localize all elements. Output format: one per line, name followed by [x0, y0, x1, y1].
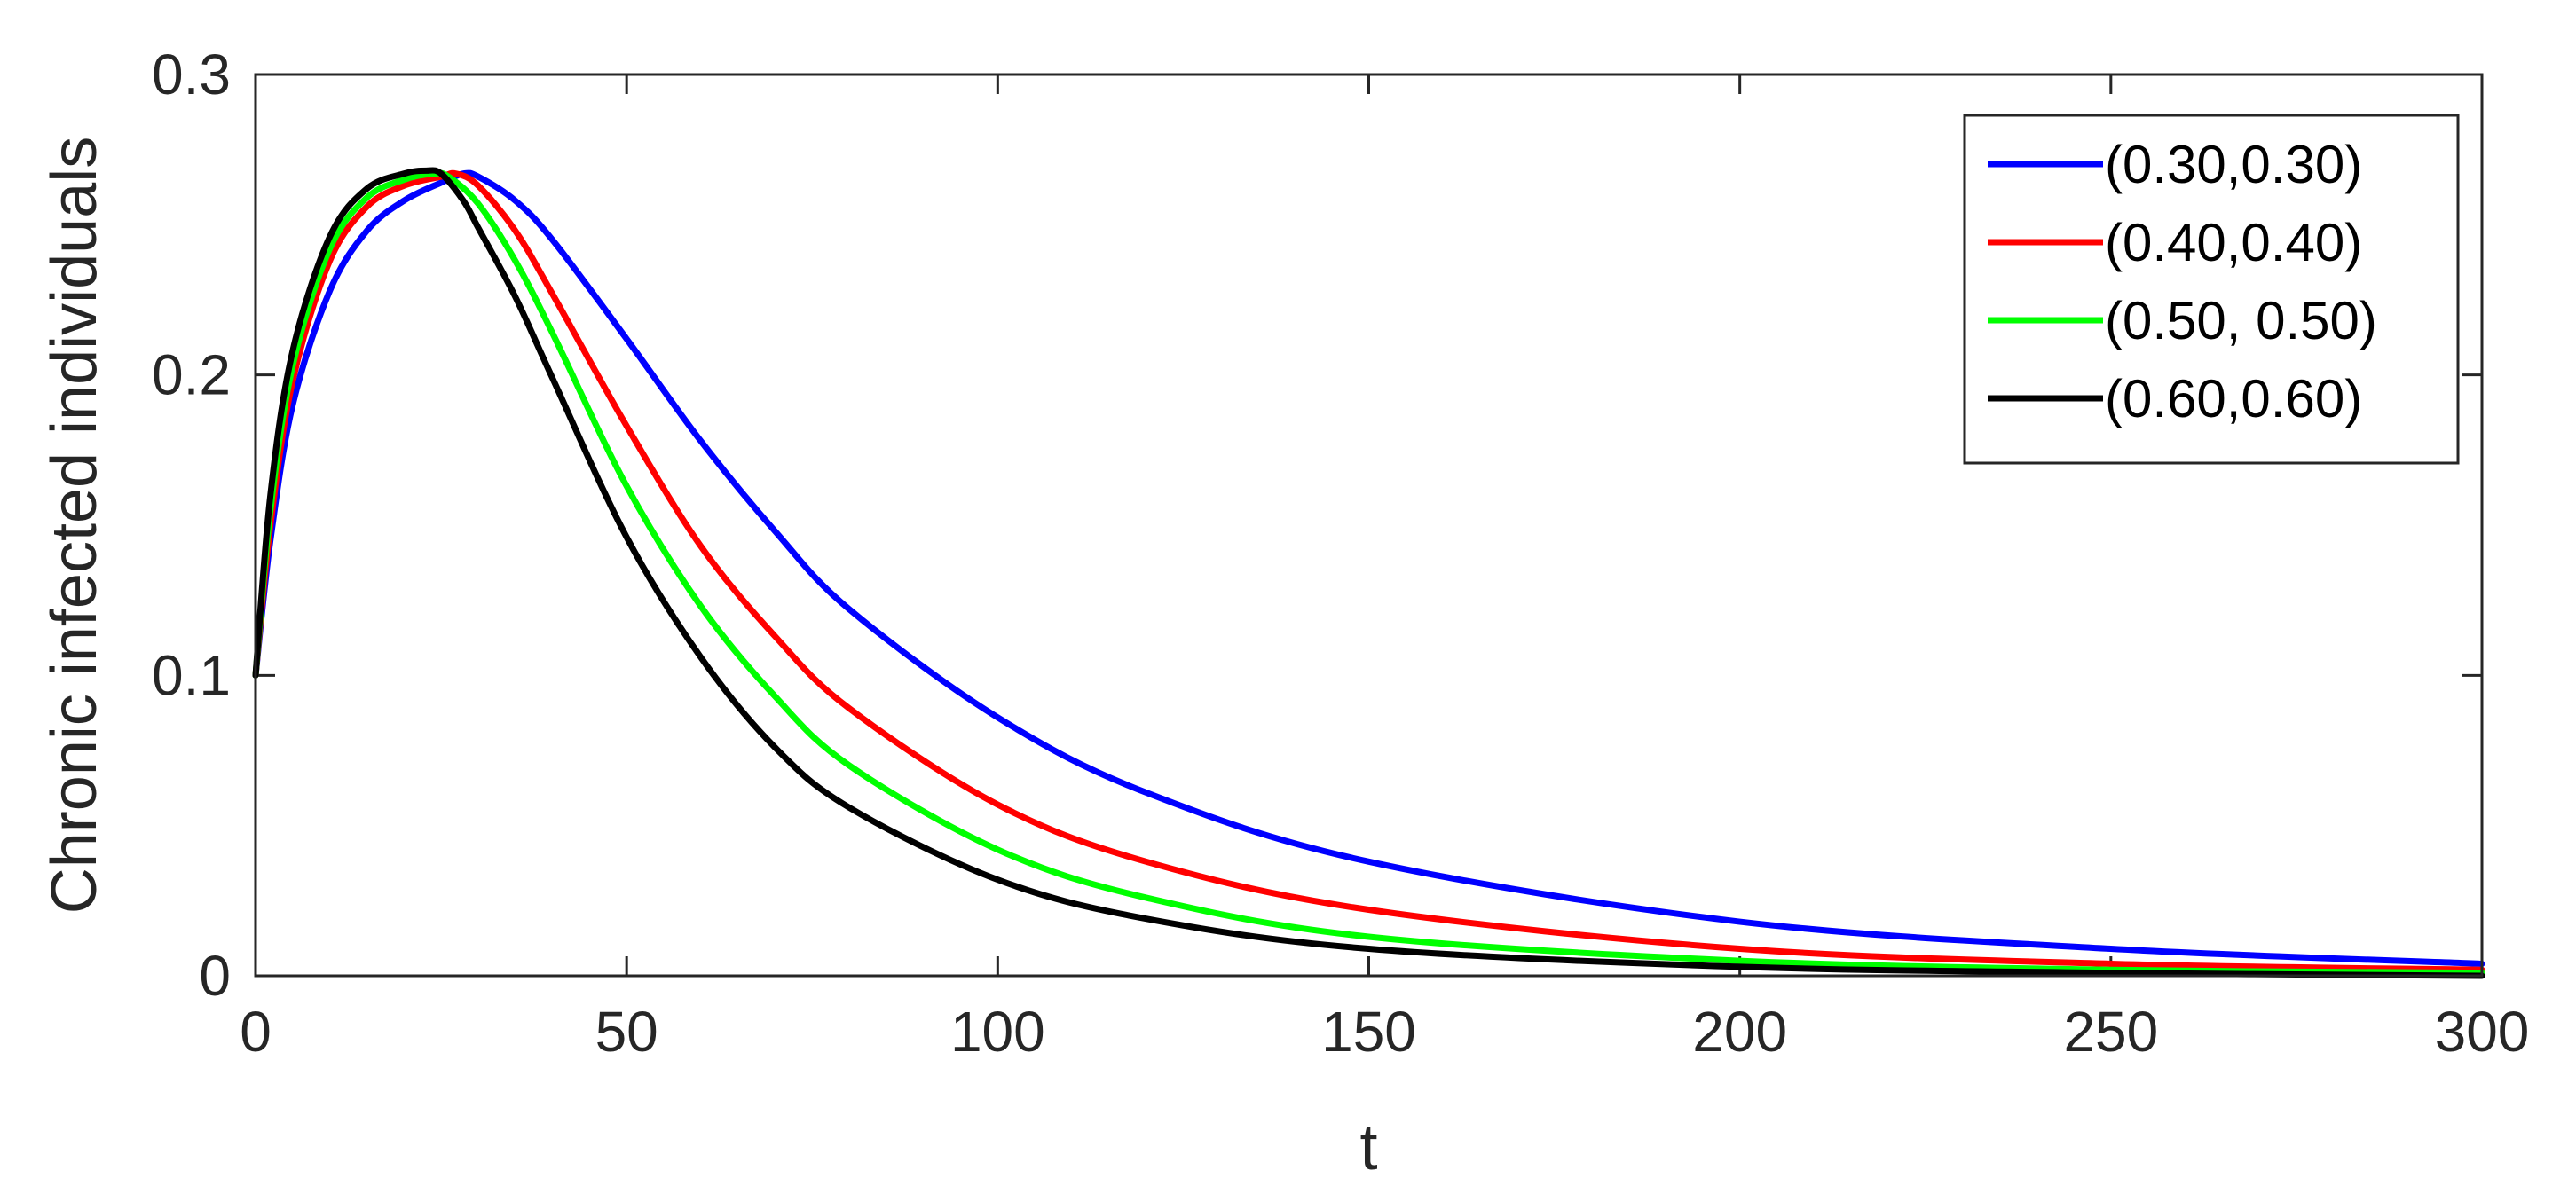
legend-label: (0.30,0.30): [2105, 135, 2362, 194]
y-axis-label: Chronic infected individuals: [39, 137, 110, 914]
x-tick-label: 250: [2063, 1000, 2158, 1064]
legend-label: (0.60,0.60): [2105, 369, 2362, 428]
series-line-1: [252, 169, 2485, 967]
legend: (0.30,0.30) (0.40,0.40) (0.50, 0.50) (0.60,…: [1963, 114, 2460, 465]
tick-labels: 0 50 100 150 200 250 300 0 0.1 0.2 0.3: [152, 43, 2529, 1064]
y-tick-label: 0: [199, 944, 231, 1008]
x-tick-label: 50: [595, 1000, 658, 1064]
series-line-4: [252, 167, 2485, 979]
legend-label: (0.40,0.40): [2105, 213, 2362, 272]
y-tick-label: 0.2: [152, 343, 231, 407]
x-tick-label: 0: [240, 1000, 272, 1064]
x-tick-label: 150: [1321, 1000, 1416, 1064]
series-lines: [252, 167, 2485, 979]
y-tick-label: 0.3: [152, 43, 231, 106]
series-line-2: [252, 169, 2485, 973]
x-tick-label: 200: [1692, 1000, 1787, 1064]
x-axis-label: t: [1359, 1112, 1377, 1183]
series-line-3: [252, 169, 2485, 977]
y-tick-label: 0.1: [152, 643, 231, 707]
x-tick-label: 300: [2435, 1000, 2530, 1064]
x-tick-label: 100: [950, 1000, 1045, 1064]
axes-box: [254, 73, 2484, 978]
legend-label: (0.50, 0.50): [2105, 291, 2377, 350]
legend-box: [1963, 114, 2460, 465]
